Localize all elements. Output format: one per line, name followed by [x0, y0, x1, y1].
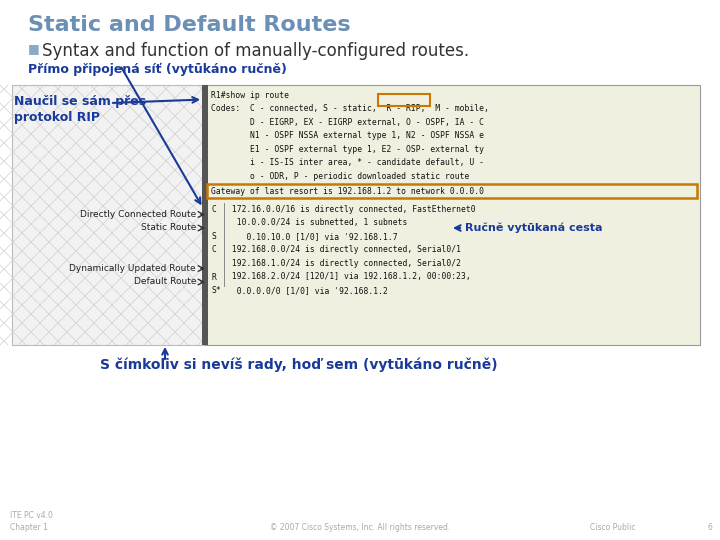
Text: S čímkoliv si nevíš rady, hoď sem (vytūkáno ručně): S čímkoliv si nevíš rady, hoď sem (vytūk…	[100, 358, 498, 373]
Text: Syntax and function of manually-configured routes.: Syntax and function of manually-configur…	[42, 42, 469, 60]
Text: 0.10.10.0 [1/0] via '92.168.1.7: 0.10.10.0 [1/0] via '92.168.1.7	[227, 232, 397, 241]
Bar	[12, 85, 205, 345]
Text: 192.168.0.0/24 is directly connected, Serial0/1: 192.168.0.0/24 is directly connected, Se…	[227, 246, 461, 254]
Text: Přímo připojená síť (vytūkáno ručně): Přímo připojená síť (vytūkáno ručně)	[28, 63, 287, 76]
Text: R1#show ip route: R1#show ip route	[211, 91, 289, 100]
Text: 0.0.0.0/0 [1/0] via '92.168.1.2: 0.0.0.0/0 [1/0] via '92.168.1.2	[227, 286, 388, 295]
Text: 10.0.0.0/24 is subnetted, 1 subnets: 10.0.0.0/24 is subnetted, 1 subnets	[227, 219, 408, 227]
Text: 192.168.2.0/24 [120/1] via 192.168.1.2, 00:00:23,: 192.168.2.0/24 [120/1] via 192.168.1.2, …	[227, 273, 471, 281]
Text: D - EIGRP, EX - EIGRP external, O - OSPF, IA - C: D - EIGRP, EX - EIGRP external, O - OSPF…	[211, 118, 484, 127]
Text: Dynamically Updated Route: Dynamically Updated Route	[69, 264, 196, 273]
Text: Naučil se sám přes: Naučil se sám přes	[14, 95, 146, 108]
Text: Static and Default Routes: Static and Default Routes	[28, 15, 351, 35]
Text: ■: ■	[28, 42, 40, 55]
Text: ITE PC v4.0
Chapter 1: ITE PC v4.0 Chapter 1	[10, 511, 53, 532]
Bar	[378, 93, 430, 105]
Text: C: C	[211, 205, 216, 214]
Text: Ručně vytūkaná cesta: Ručně vytūkaná cesta	[465, 222, 603, 233]
Text: Cisco Public: Cisco Public	[590, 523, 636, 532]
Text: R: R	[211, 273, 216, 281]
Text: Default Route: Default Route	[133, 278, 196, 287]
Text: S*: S*	[211, 286, 221, 295]
Bar	[202, 85, 208, 345]
Text: N1 - OSPF NSSA external type 1, N2 - OSPF NSSA e: N1 - OSPF NSSA external type 1, N2 - OSP…	[211, 132, 484, 140]
Text: Gateway of last resort is 192.168.1.2 to network 0.0.0.0: Gateway of last resort is 192.168.1.2 to…	[211, 187, 484, 196]
Text: Static Route: Static Route	[140, 224, 196, 233]
Text: S: S	[211, 232, 216, 241]
Text: C: C	[211, 246, 216, 254]
Text: E1 - OSPF external type 1, E2 - OSP- external ty: E1 - OSPF external type 1, E2 - OSP- ext…	[211, 145, 484, 154]
Text: 192.168.1.0/24 is directly connected, Serial0/2: 192.168.1.0/24 is directly connected, Se…	[227, 259, 461, 268]
Bar	[207, 184, 697, 198]
Text: Codes:  C - connected, S - static,  R - RIP,  M - mobile,: Codes: C - connected, S - static, R - RI…	[211, 105, 489, 113]
Text: Directly Connected Route: Directly Connected Route	[80, 210, 196, 219]
Text: o - ODR, P - periodic downloaded static route: o - ODR, P - periodic downloaded static …	[211, 172, 469, 181]
Text: 6: 6	[707, 523, 712, 532]
Bar	[205, 85, 700, 345]
Text: i - IS-IS inter area, * - candidate default, U -: i - IS-IS inter area, * - candidate defa…	[211, 159, 484, 167]
Text: © 2007 Cisco Systems, Inc. All rights reserved.: © 2007 Cisco Systems, Inc. All rights re…	[270, 523, 450, 532]
Text: 172.16.0.0/16 is directly connected, FastEthernet0: 172.16.0.0/16 is directly connected, Fas…	[227, 205, 476, 214]
Text: protokol RIP: protokol RIP	[14, 111, 100, 124]
